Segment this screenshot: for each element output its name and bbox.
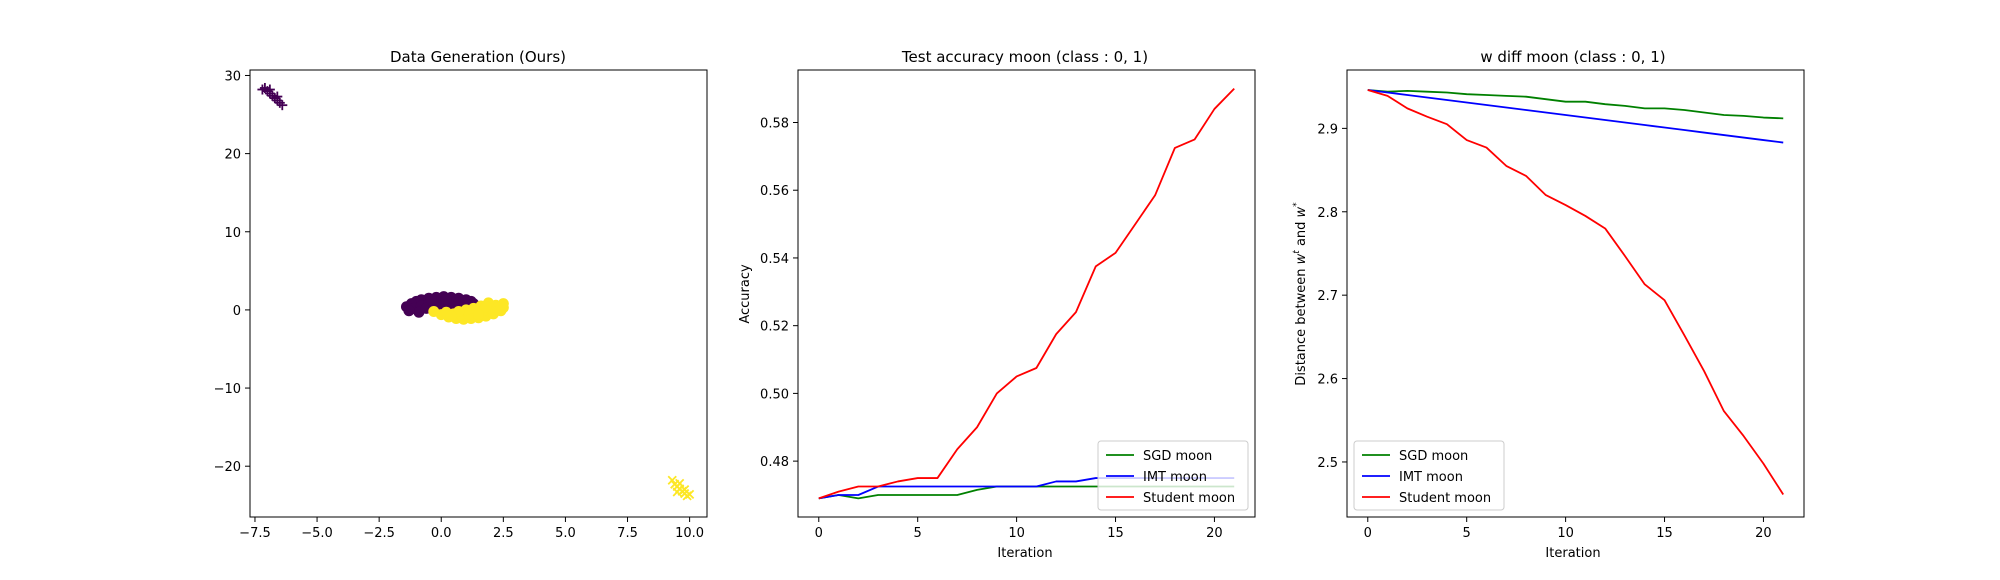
data-generation-xtick-label: 7.5 xyxy=(617,526,638,541)
w-diff-xtick-label: 10 xyxy=(1557,526,1574,541)
data-generation-xtick-label: −5.0 xyxy=(301,526,333,541)
scatter-point-plus xyxy=(272,91,283,102)
w-diff-plot: 0 5 10 15 20 2.5 2.6 2.7 2.8 2.9 xyxy=(1317,89,1784,541)
scatter-point-cluster-0 xyxy=(425,294,437,306)
data-generation-panel: Data Generation (Ours) −7.5 −5.0 −2.5 0.0 2.… xyxy=(214,48,708,541)
w-diff-ylabel-w2: w xyxy=(1294,206,1309,217)
data-generation-ytick-label: −20 xyxy=(214,460,241,475)
accuracy-axes-frame xyxy=(797,69,1256,518)
w-diff-legend-box xyxy=(1353,440,1505,511)
accuracy-legend-label-imt: IMT moon xyxy=(1143,470,1207,485)
scatter-point-x xyxy=(675,478,685,489)
w-diff-axes-frame xyxy=(1346,69,1805,518)
accuracy-xtick-label: 20 xyxy=(1206,526,1223,541)
data-generation-ytick-label: 20 xyxy=(224,148,241,163)
accuracy-legend-box xyxy=(1097,440,1249,511)
data-generation-xtick-label: 2.5 xyxy=(493,526,514,541)
accuracy-ytick-label: 0.50 xyxy=(760,387,789,402)
w-diff-ytick-label: 2.9 xyxy=(1317,122,1338,137)
accuracy-ylabel: Accuracy xyxy=(738,264,753,324)
w-diff-panel: w diff moon (class : 0, 1) Iteration Dis… xyxy=(1292,48,1805,561)
w-diff-legend: SGD moon IMT moon Student moon xyxy=(1353,440,1505,511)
accuracy-xlabel: Iteration xyxy=(997,546,1052,561)
accuracy-panel: Test accuracy moon (class : 0, 1) Iterat… xyxy=(738,48,1256,561)
scatter-point-x xyxy=(684,489,695,499)
x-marker-b xyxy=(680,485,690,495)
x-marker-b xyxy=(684,489,695,499)
w-diff-legend-label-student: Student moon xyxy=(1399,491,1491,506)
w-diff-xtick-label: 20 xyxy=(1755,526,1772,541)
w-diff-ylabel-w: w xyxy=(1294,253,1309,264)
accuracy-xtick-label: 15 xyxy=(1107,526,1124,541)
w-diff-ylabel-main: Distance between xyxy=(1294,264,1309,385)
data-generation-xtick-label: 5.0 xyxy=(555,526,576,541)
accuracy-legend-label-student: Student moon xyxy=(1143,491,1235,506)
accuracy-ytick-label: 0.56 xyxy=(760,184,789,199)
w-diff-legend-label-sgd: SGD moon xyxy=(1399,449,1468,464)
x-marker-b xyxy=(675,478,685,489)
accuracy-ytick-label: 0.48 xyxy=(760,455,789,470)
accuracy-ytick-label: 0.52 xyxy=(760,320,789,335)
w-diff-xtick-label: 15 xyxy=(1656,526,1673,541)
accuracy-title: Test accuracy moon (class : 0, 1) xyxy=(901,48,1148,66)
data-generation-xtick-label: −7.5 xyxy=(239,526,271,541)
w-diff-xtick-label: 5 xyxy=(1463,526,1471,541)
w-diff-ytick-label: 2.8 xyxy=(1317,206,1338,221)
w-diff-line-student xyxy=(1367,89,1784,495)
w-diff-line-sgd xyxy=(1367,89,1784,120)
data-generation-ytick-label: 10 xyxy=(224,226,241,241)
accuracy-xtick-label: 10 xyxy=(1008,526,1025,541)
scatter-point-cluster-1 xyxy=(480,301,492,313)
accuracy-legend: SGD moon IMT moon Student moon xyxy=(1097,440,1249,511)
data-generation-ytick-label: −10 xyxy=(214,382,241,397)
w-diff-ytick-label: 2.5 xyxy=(1317,456,1338,471)
w-diff-xtick-label: 0 xyxy=(1364,526,1372,541)
w-diff-xlabel: Iteration xyxy=(1545,546,1600,561)
data-generation-xtick-label: 10.0 xyxy=(675,526,704,541)
accuracy-ytick-label: 0.54 xyxy=(760,252,789,267)
scatter-point-cluster-1 xyxy=(473,309,484,321)
scatter-point-plus xyxy=(257,84,268,95)
w-diff-ytick-label: 2.7 xyxy=(1317,289,1338,304)
data-generation-xtick-label: −2.5 xyxy=(363,526,395,541)
data-generation-axes-frame xyxy=(249,69,708,518)
accuracy-ytick-label: 0.58 xyxy=(760,116,789,131)
x-marker-b xyxy=(667,475,677,485)
data-generation-ytick-label: 0 xyxy=(233,304,241,319)
w-diff-legend-label-imt: IMT moon xyxy=(1399,470,1463,485)
w-diff-ylabel-and: and xyxy=(1294,217,1309,250)
scatter-point-x xyxy=(672,487,682,497)
w-diff-line-imt xyxy=(1367,89,1784,144)
accuracy-legend-label-sgd: SGD moon xyxy=(1143,449,1212,464)
w-diff-ylabel: Distance between wt and w* xyxy=(1292,202,1309,386)
w-diff-ylabel-star: * xyxy=(1292,202,1302,207)
accuracy-xtick-label: 5 xyxy=(914,526,922,541)
w-diff-ylabel-t: t xyxy=(1292,250,1302,254)
w-diff-ytick-label: 2.6 xyxy=(1317,373,1338,388)
scatter-point-cluster-1 xyxy=(445,310,457,322)
scatter-point-cluster-0 xyxy=(440,293,452,305)
data-generation-xtick-label: 0.0 xyxy=(431,526,452,541)
scatter-point-cluster-1 xyxy=(495,300,507,312)
data-generation-plot: −7.5 −5.0 −2.5 0.0 2.5 5.0 7.5 10.0 −20 −10 0 10 20 3… xyxy=(214,69,705,541)
scatter-point-cluster-0 xyxy=(403,305,415,317)
scatter-point-plus xyxy=(277,100,288,111)
data-generation-ytick-label: 30 xyxy=(224,69,241,84)
data-generation-title: Data Generation (Ours) xyxy=(390,48,566,66)
w-diff-title: w diff moon (class : 0, 1) xyxy=(1480,48,1665,66)
x-marker-b xyxy=(672,487,682,497)
scatter-point-cluster-0 xyxy=(458,295,470,307)
accuracy-xtick-label: 0 xyxy=(815,526,823,541)
accuracy-line-student xyxy=(818,88,1235,500)
